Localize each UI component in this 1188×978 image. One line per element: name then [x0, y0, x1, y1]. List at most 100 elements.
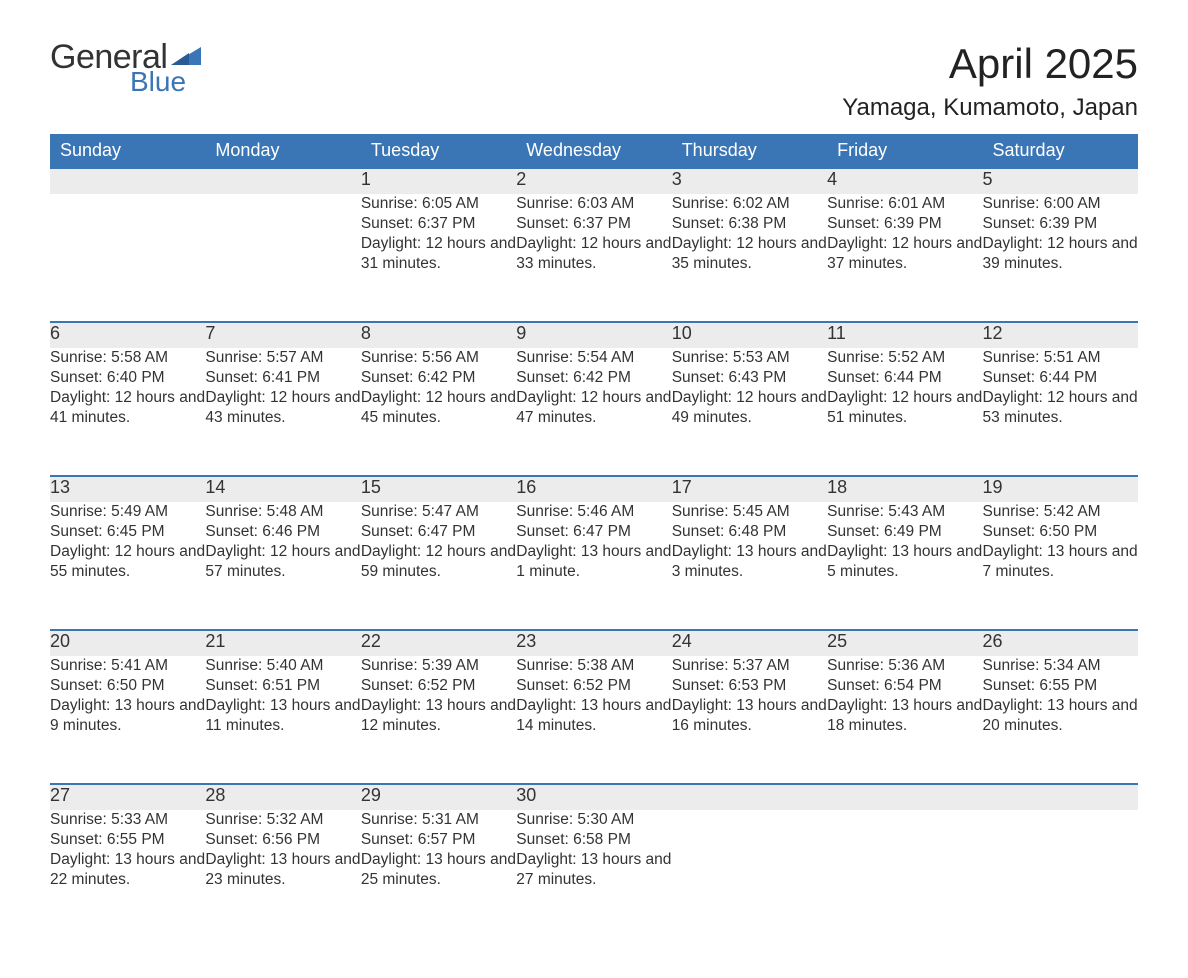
- logo: General Blue: [50, 40, 201, 96]
- day-number: 5: [983, 168, 1138, 194]
- sunrise-line: Sunrise: 6:01 AM: [827, 194, 982, 214]
- daylight-line: Daylight: 12 hours and 51 minutes.: [827, 388, 982, 428]
- sunset-line: Sunset: 6:42 PM: [516, 368, 671, 388]
- sunrise-line: Sunrise: 5:40 AM: [205, 656, 360, 676]
- day-header: Wednesday: [516, 134, 671, 168]
- day-cell: Sunrise: 5:53 AMSunset: 6:43 PMDaylight:…: [672, 348, 827, 476]
- week-content-row: Sunrise: 5:33 AMSunset: 6:55 PMDaylight:…: [50, 810, 1138, 938]
- day-cell: Sunrise: 5:41 AMSunset: 6:50 PMDaylight:…: [50, 656, 205, 784]
- sunrise-line: Sunrise: 5:41 AM: [50, 656, 205, 676]
- sunrise-line: Sunrise: 6:05 AM: [361, 194, 516, 214]
- sunset-line: Sunset: 6:55 PM: [983, 676, 1138, 696]
- day-number: 30: [516, 784, 671, 810]
- sunrise-line: Sunrise: 5:39 AM: [361, 656, 516, 676]
- sunrise-line: Sunrise: 5:54 AM: [516, 348, 671, 368]
- day-cell: Sunrise: 5:43 AMSunset: 6:49 PMDaylight:…: [827, 502, 982, 630]
- sunset-line: Sunset: 6:44 PM: [983, 368, 1138, 388]
- day-number: 1: [361, 168, 516, 194]
- day-number: 13: [50, 476, 205, 502]
- daylight-line: Daylight: 12 hours and 55 minutes.: [50, 542, 205, 582]
- day-cell: Sunrise: 5:30 AMSunset: 6:58 PMDaylight:…: [516, 810, 671, 938]
- day-number: 29: [361, 784, 516, 810]
- day-cell: Sunrise: 5:40 AMSunset: 6:51 PMDaylight:…: [205, 656, 360, 784]
- daylight-line: Daylight: 12 hours and 37 minutes.: [827, 234, 982, 274]
- day-cell: Sunrise: 5:36 AMSunset: 6:54 PMDaylight:…: [827, 656, 982, 784]
- day-cell: Sunrise: 5:52 AMSunset: 6:44 PMDaylight:…: [827, 348, 982, 476]
- daylight-line: Daylight: 12 hours and 53 minutes.: [983, 388, 1138, 428]
- sunrise-line: Sunrise: 5:48 AM: [205, 502, 360, 522]
- day-cell: Sunrise: 5:46 AMSunset: 6:47 PMDaylight:…: [516, 502, 671, 630]
- day-number: 20: [50, 630, 205, 656]
- week-daynum-row: 6789101112: [50, 322, 1138, 348]
- daylight-line: Daylight: 12 hours and 57 minutes.: [205, 542, 360, 582]
- sunrise-line: Sunrise: 5:32 AM: [205, 810, 360, 830]
- day-number: 9: [516, 322, 671, 348]
- daylight-line: Daylight: 13 hours and 7 minutes.: [983, 542, 1138, 582]
- sunset-line: Sunset: 6:39 PM: [827, 214, 982, 234]
- day-cell: Sunrise: 5:51 AMSunset: 6:44 PMDaylight:…: [983, 348, 1138, 476]
- empty-cell: [205, 194, 360, 322]
- daylight-line: Daylight: 13 hours and 3 minutes.: [672, 542, 827, 582]
- day-number: 11: [827, 322, 982, 348]
- month-title: April 2025: [842, 40, 1138, 88]
- daylight-line: Daylight: 12 hours and 59 minutes.: [361, 542, 516, 582]
- sunrise-line: Sunrise: 5:46 AM: [516, 502, 671, 522]
- sunset-line: Sunset: 6:49 PM: [827, 522, 982, 542]
- header: General Blue April 2025 Yamaga, Kumamoto…: [50, 40, 1138, 122]
- day-number: 2: [516, 168, 671, 194]
- sunset-line: Sunset: 6:54 PM: [827, 676, 982, 696]
- week-content-row: Sunrise: 5:41 AMSunset: 6:50 PMDaylight:…: [50, 656, 1138, 784]
- day-cell: Sunrise: 5:58 AMSunset: 6:40 PMDaylight:…: [50, 348, 205, 476]
- day-number: 18: [827, 476, 982, 502]
- week-daynum-row: 12345: [50, 168, 1138, 194]
- sunset-line: Sunset: 6:44 PM: [827, 368, 982, 388]
- day-cell: Sunrise: 5:42 AMSunset: 6:50 PMDaylight:…: [983, 502, 1138, 630]
- empty-daynum: [672, 784, 827, 810]
- sunset-line: Sunset: 6:45 PM: [50, 522, 205, 542]
- daylight-line: Daylight: 12 hours and 45 minutes.: [361, 388, 516, 428]
- sunrise-line: Sunrise: 5:38 AM: [516, 656, 671, 676]
- sunset-line: Sunset: 6:39 PM: [983, 214, 1138, 234]
- day-header: Friday: [827, 134, 982, 168]
- empty-cell: [50, 194, 205, 322]
- sunrise-line: Sunrise: 5:53 AM: [672, 348, 827, 368]
- day-number: 23: [516, 630, 671, 656]
- day-header: Monday: [205, 134, 360, 168]
- daylight-line: Daylight: 13 hours and 5 minutes.: [827, 542, 982, 582]
- daylight-line: Daylight: 13 hours and 23 minutes.: [205, 850, 360, 890]
- sunset-line: Sunset: 6:52 PM: [516, 676, 671, 696]
- sunset-line: Sunset: 6:50 PM: [983, 522, 1138, 542]
- sunrise-line: Sunrise: 5:57 AM: [205, 348, 360, 368]
- day-cell: Sunrise: 5:48 AMSunset: 6:46 PMDaylight:…: [205, 502, 360, 630]
- logo-text-blue: Blue: [130, 68, 186, 96]
- sunset-line: Sunset: 6:48 PM: [672, 522, 827, 542]
- location-subtitle: Yamaga, Kumamoto, Japan: [842, 94, 1138, 122]
- sunset-line: Sunset: 6:56 PM: [205, 830, 360, 850]
- empty-daynum: [827, 784, 982, 810]
- day-header: Sunday: [50, 134, 205, 168]
- sunset-line: Sunset: 6:53 PM: [672, 676, 827, 696]
- daylight-line: Daylight: 12 hours and 49 minutes.: [672, 388, 827, 428]
- sunset-line: Sunset: 6:50 PM: [50, 676, 205, 696]
- sunset-line: Sunset: 6:55 PM: [50, 830, 205, 850]
- day-number: 26: [983, 630, 1138, 656]
- sunrise-line: Sunrise: 5:42 AM: [983, 502, 1138, 522]
- sunset-line: Sunset: 6:40 PM: [50, 368, 205, 388]
- day-number: 28: [205, 784, 360, 810]
- day-cell: Sunrise: 6:03 AMSunset: 6:37 PMDaylight:…: [516, 194, 671, 322]
- daylight-line: Daylight: 13 hours and 9 minutes.: [50, 696, 205, 736]
- daylight-line: Daylight: 12 hours and 43 minutes.: [205, 388, 360, 428]
- sunset-line: Sunset: 6:51 PM: [205, 676, 360, 696]
- sunrise-line: Sunrise: 5:31 AM: [361, 810, 516, 830]
- sunrise-line: Sunrise: 5:45 AM: [672, 502, 827, 522]
- sunrise-line: Sunrise: 5:34 AM: [983, 656, 1138, 676]
- day-number: 27: [50, 784, 205, 810]
- day-number: 12: [983, 322, 1138, 348]
- day-cell: Sunrise: 5:38 AMSunset: 6:52 PMDaylight:…: [516, 656, 671, 784]
- day-cell: Sunrise: 5:33 AMSunset: 6:55 PMDaylight:…: [50, 810, 205, 938]
- day-number: 10: [672, 322, 827, 348]
- day-number: 6: [50, 322, 205, 348]
- flag-icon: [171, 47, 201, 67]
- day-number: 15: [361, 476, 516, 502]
- week-daynum-row: 20212223242526: [50, 630, 1138, 656]
